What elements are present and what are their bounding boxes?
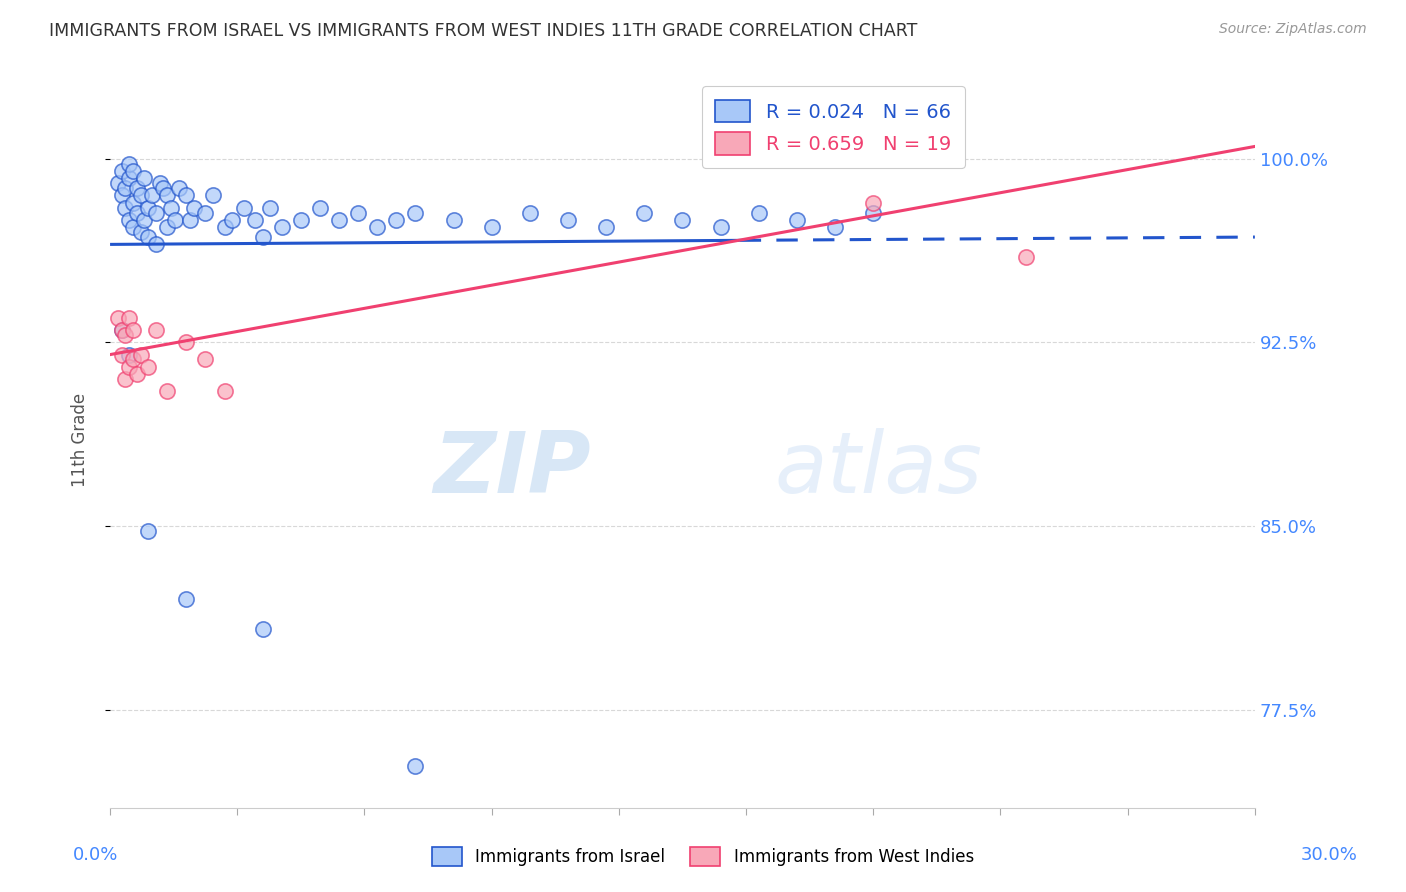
Point	[114, 328, 136, 343]
Point	[122, 195, 145, 210]
Point	[145, 237, 167, 252]
Point	[152, 181, 174, 195]
Point	[134, 213, 156, 227]
Point	[176, 592, 198, 607]
Point	[118, 171, 141, 186]
Point	[122, 352, 145, 367]
Point	[194, 352, 217, 367]
Point	[633, 205, 655, 219]
Point	[481, 220, 503, 235]
Point	[202, 188, 225, 202]
Point	[134, 171, 156, 186]
Point	[125, 205, 148, 219]
Point	[290, 213, 312, 227]
Point	[214, 384, 236, 399]
Point	[347, 205, 370, 219]
Point	[114, 181, 136, 195]
Y-axis label: 11th Grade: 11th Grade	[72, 393, 89, 487]
Point	[110, 323, 132, 337]
Text: ZIP: ZIP	[433, 428, 591, 511]
Point	[110, 164, 132, 178]
Point	[110, 348, 132, 362]
Point	[122, 164, 145, 178]
Point	[671, 213, 693, 227]
Point	[194, 205, 217, 219]
Point	[309, 201, 332, 215]
Point	[824, 220, 846, 235]
Point	[114, 372, 136, 386]
Point	[122, 323, 145, 337]
Point	[114, 201, 136, 215]
Point	[118, 213, 141, 227]
Point	[232, 201, 254, 215]
Point	[252, 622, 274, 636]
Point	[252, 230, 274, 244]
Point	[259, 201, 281, 215]
Legend: Immigrants from Israel, Immigrants from West Indies: Immigrants from Israel, Immigrants from …	[426, 840, 980, 873]
Point	[862, 195, 884, 210]
Point	[156, 188, 179, 202]
Point	[160, 201, 183, 215]
Point	[443, 213, 465, 227]
Point	[136, 359, 159, 374]
Point	[270, 220, 292, 235]
Point	[136, 201, 159, 215]
Point	[1015, 250, 1038, 264]
Point	[107, 310, 129, 325]
Point	[385, 213, 408, 227]
Point	[243, 213, 266, 227]
Point	[156, 384, 179, 399]
Point	[328, 213, 350, 227]
Legend: R = 0.024   N = 66, R = 0.659   N = 19: R = 0.024 N = 66, R = 0.659 N = 19	[702, 87, 965, 169]
Point	[404, 205, 426, 219]
Point	[404, 759, 426, 773]
Point	[136, 230, 159, 244]
Point	[129, 348, 152, 362]
Text: 30.0%: 30.0%	[1301, 846, 1357, 863]
Point	[748, 205, 770, 219]
Point	[183, 201, 205, 215]
Point	[110, 188, 132, 202]
Point	[110, 323, 132, 337]
Point	[557, 213, 579, 227]
Point	[176, 188, 198, 202]
Point	[118, 348, 141, 362]
Point	[519, 205, 541, 219]
Point	[156, 220, 179, 235]
Point	[149, 176, 172, 190]
Text: Source: ZipAtlas.com: Source: ZipAtlas.com	[1219, 22, 1367, 37]
Point	[163, 213, 186, 227]
Point	[125, 181, 148, 195]
Point	[179, 213, 201, 227]
Point	[862, 205, 884, 219]
Point	[118, 310, 141, 325]
Point	[107, 176, 129, 190]
Point	[141, 188, 163, 202]
Point	[145, 323, 167, 337]
Point	[176, 335, 198, 350]
Point	[214, 220, 236, 235]
Point	[129, 188, 152, 202]
Point	[167, 181, 190, 195]
Point	[118, 156, 141, 170]
Point	[786, 213, 808, 227]
Point	[122, 220, 145, 235]
Point	[366, 220, 388, 235]
Point	[136, 524, 159, 538]
Text: atlas: atlas	[775, 428, 981, 511]
Point	[118, 359, 141, 374]
Point	[125, 367, 148, 381]
Point	[145, 205, 167, 219]
Point	[595, 220, 617, 235]
Point	[129, 225, 152, 239]
Text: IMMIGRANTS FROM ISRAEL VS IMMIGRANTS FROM WEST INDIES 11TH GRADE CORRELATION CHA: IMMIGRANTS FROM ISRAEL VS IMMIGRANTS FRO…	[49, 22, 918, 40]
Point	[710, 220, 733, 235]
Point	[221, 213, 243, 227]
Text: 0.0%: 0.0%	[73, 846, 118, 863]
